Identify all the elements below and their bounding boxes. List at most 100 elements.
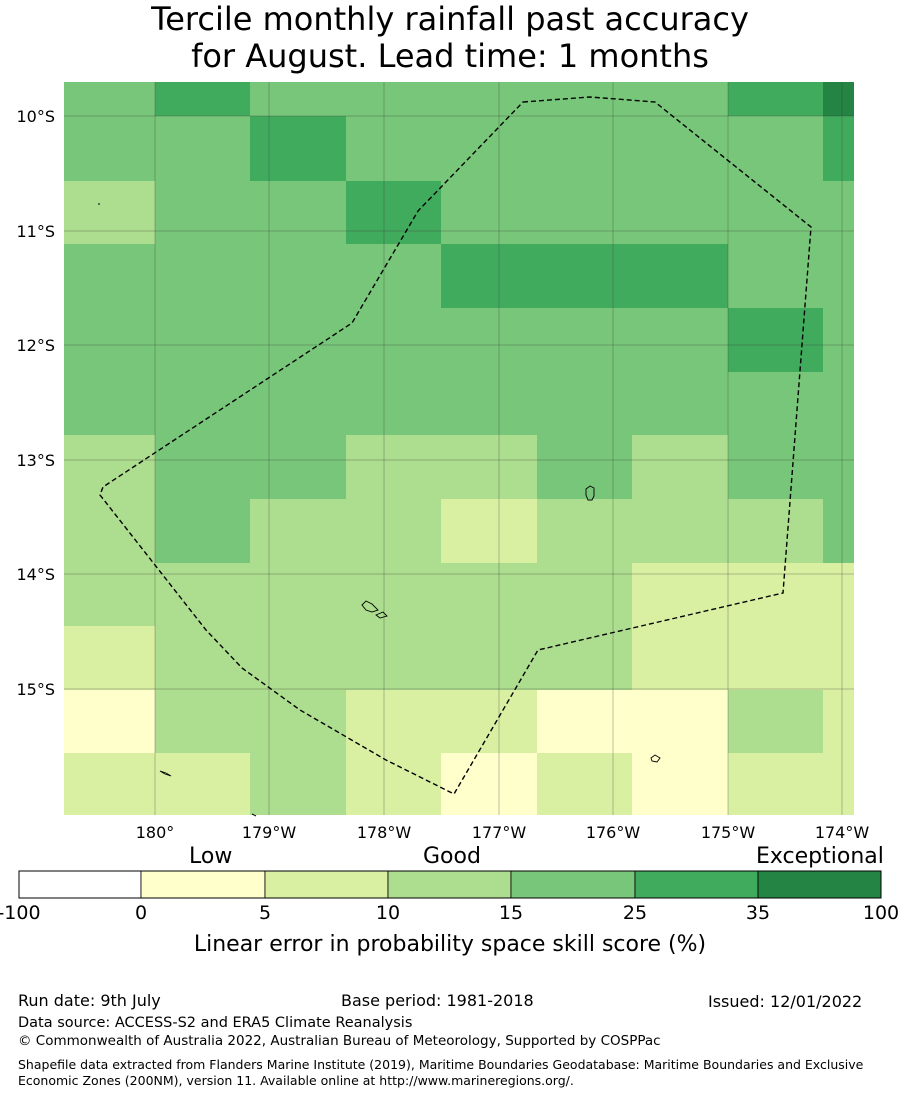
skill-cell <box>346 116 441 181</box>
skill-cell <box>823 563 854 626</box>
legend-good-label: Good <box>423 844 481 869</box>
skill-cell <box>346 82 441 116</box>
skill-cell <box>250 82 346 116</box>
skill-cell <box>537 116 632 181</box>
lon-tick-label: 175°W <box>701 823 756 842</box>
map-title-line1: Tercile monthly rainfall past accuracy <box>151 0 749 38</box>
skill-cell <box>155 244 250 308</box>
skill-cell <box>155 181 250 244</box>
skill-cell <box>728 753 823 815</box>
lat-tick-label: 11°S <box>16 222 55 241</box>
skill-cell <box>250 435 346 499</box>
skill-cell <box>441 181 537 244</box>
colorbar-tick-label: -100 <box>0 902 41 924</box>
latitude-labels: 10°S 11°S 12°S 13°S 14°S 15°S <box>16 107 55 699</box>
skill-cell <box>250 116 346 181</box>
legend-low-label: Low <box>189 844 233 869</box>
skill-cell <box>632 82 728 116</box>
lon-tick-label: 176°W <box>586 823 641 842</box>
colorbar-tick-label: 25 <box>622 902 648 924</box>
island-southeast <box>650 754 661 763</box>
skill-cell <box>155 435 250 499</box>
skill-cell <box>64 690 155 753</box>
skill-cell <box>632 499 728 563</box>
skill-cell <box>346 308 441 372</box>
skill-cell <box>632 626 728 690</box>
skill-cell <box>346 753 441 815</box>
skill-cell <box>346 499 441 563</box>
skill-cell <box>632 244 728 308</box>
skill-cell <box>441 82 537 116</box>
lat-tick-label: 13°S <box>16 451 55 470</box>
colorbar-axis-label: Linear error in probability space skill … <box>193 932 707 957</box>
skill-cell <box>632 563 728 626</box>
skill-cell <box>728 372 823 435</box>
lon-tick-label: 178°W <box>357 823 412 842</box>
skill-cell <box>64 753 155 815</box>
island-west-b <box>375 611 388 619</box>
skill-cell <box>823 181 854 244</box>
shapefile-note: Shapefile data extracted from Flanders M… <box>18 1057 864 1088</box>
skill-cell <box>346 372 441 435</box>
skill-cell <box>155 626 250 690</box>
skill-cell <box>64 181 155 244</box>
skill-cell <box>64 435 155 499</box>
skill-cell <box>250 181 346 244</box>
skill-cell <box>64 563 155 626</box>
skill-cell <box>728 690 823 753</box>
skill-cell <box>346 690 441 753</box>
skill-cell <box>250 563 346 626</box>
skill-cell <box>64 82 155 116</box>
skill-cell <box>346 626 441 690</box>
skill-cell <box>346 563 441 626</box>
skill-cell <box>441 690 537 753</box>
skill-cell <box>537 626 632 690</box>
colorbar-segment <box>387 870 512 899</box>
skill-cell <box>632 308 728 372</box>
skill-cell <box>728 435 823 499</box>
skill-cell <box>441 308 537 372</box>
skill-cell <box>823 435 854 499</box>
skill-cell <box>537 753 632 815</box>
skill-cell <box>250 626 346 690</box>
skill-cell <box>728 626 823 690</box>
data-source: Data source: ACCESS-S2 and ERA5 Climate … <box>18 1015 413 1031</box>
colorbar-tick-label: 10 <box>375 902 401 924</box>
colorbar-tick-label: 35 <box>745 902 771 924</box>
longitude-labels: 180° 179°W 178°W 177°W 176°W 175°W 174°W <box>136 823 870 842</box>
skill-cell <box>250 308 346 372</box>
skill-cell <box>823 244 854 308</box>
skill-cell <box>823 82 854 116</box>
island-west-a <box>361 600 379 613</box>
skill-cell <box>728 116 823 181</box>
skill-cell <box>823 690 854 753</box>
skill-cell <box>537 244 632 308</box>
issued-date: Issued: 12/01/2022 <box>708 992 863 1011</box>
lon-tick-label: 174°W <box>815 823 870 842</box>
skill-cell <box>64 308 155 372</box>
colorbar-tick-label: 15 <box>498 902 524 924</box>
lon-tick-label: 180° <box>136 823 175 842</box>
lon-tick-label: 177°W <box>472 823 527 842</box>
eez-boundary <box>99 96 812 795</box>
skill-cell <box>250 244 346 308</box>
map-gridlines <box>64 82 854 815</box>
lat-tick-label: 12°S <box>16 336 55 355</box>
skill-grid <box>64 82 854 815</box>
skill-cell <box>537 499 632 563</box>
colorbar-tick-label: 5 <box>258 902 272 924</box>
lat-tick-label: 14°S <box>16 565 55 584</box>
skill-cell <box>155 563 250 626</box>
skill-cell <box>441 499 537 563</box>
skill-cell <box>632 181 728 244</box>
legend-exceptional-label: Exceptional <box>756 844 884 869</box>
skill-cell <box>537 372 632 435</box>
colorbar-segment <box>510 870 636 899</box>
run-date: Run date: 9th July <box>18 991 161 1010</box>
skill-cell <box>155 116 250 181</box>
skill-cell <box>441 372 537 435</box>
colorbar-segment <box>634 870 759 899</box>
skill-cell <box>346 435 441 499</box>
skill-cell <box>823 626 854 690</box>
